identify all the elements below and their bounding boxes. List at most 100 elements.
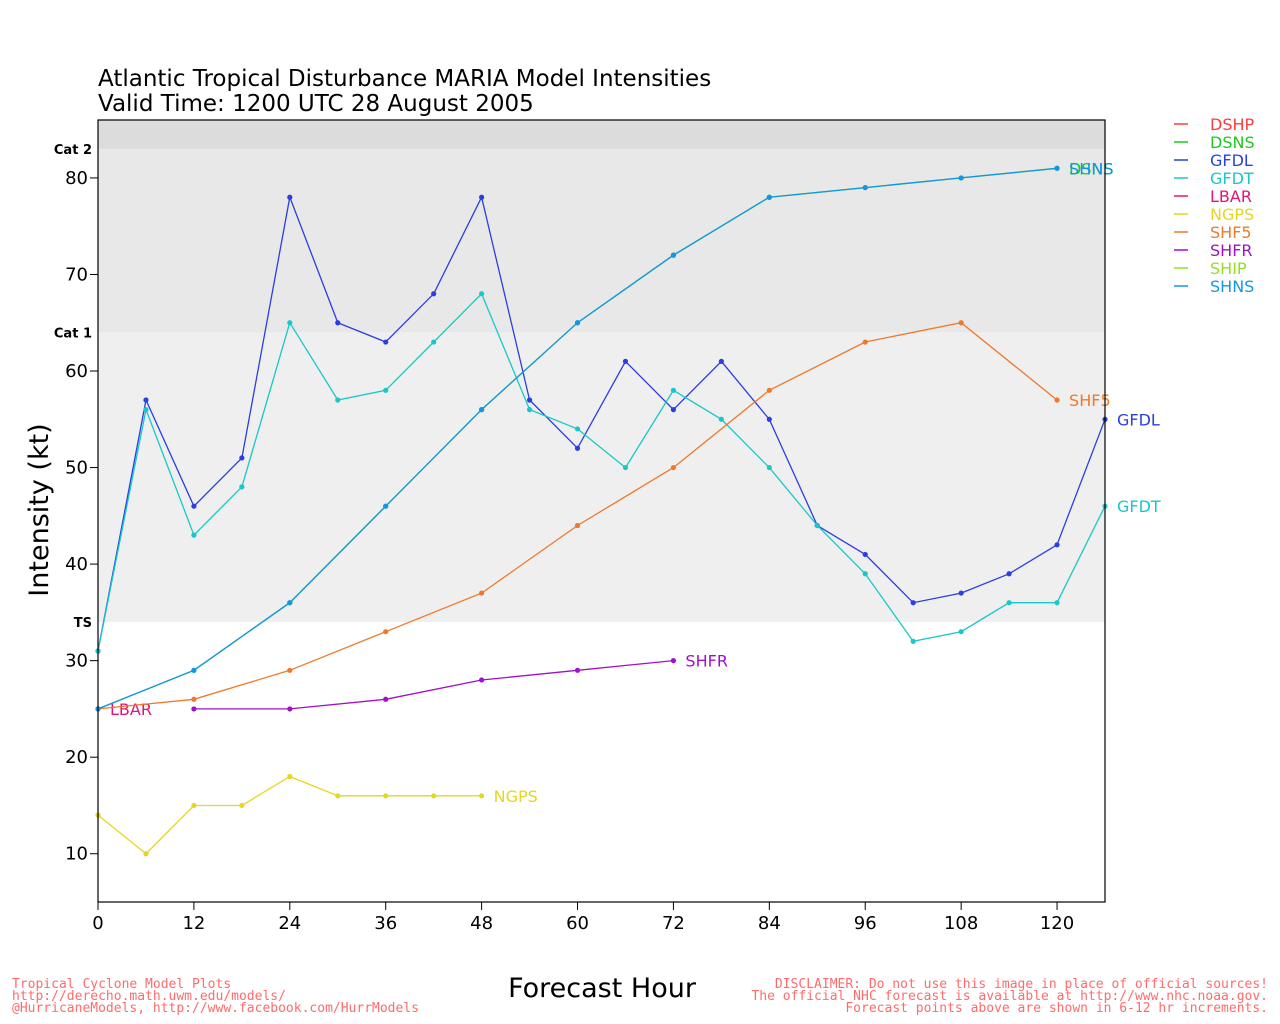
footer-right: DISCLAIMER: Do not use this image in pla… xyxy=(751,977,1268,1016)
x-tick-label: 48 xyxy=(470,913,493,934)
footer-left-line-2: http://derecho.math.uwm.edu/models/ xyxy=(12,989,286,1004)
data-point-gfdl xyxy=(766,416,772,422)
band-label-cat-2: Cat 2 xyxy=(54,143,92,158)
x-tick-label: 72 xyxy=(662,913,685,934)
data-point-ngps xyxy=(431,793,437,799)
data-point-gfdl xyxy=(287,194,293,200)
x-tick-label: 36 xyxy=(374,913,397,934)
chart-title: Atlantic Tropical Disturbance MARIA Mode… xyxy=(98,66,711,92)
legend-label-ship: SHIP xyxy=(1210,259,1247,278)
data-point-gfdt xyxy=(910,638,916,644)
end-label-shfr: SHFR xyxy=(685,652,728,671)
series-line-gfdt xyxy=(97,292,1106,652)
data-point-shf5 xyxy=(287,667,293,673)
data-point-shns xyxy=(574,320,581,326)
data-point-gfdt xyxy=(287,320,293,326)
data-point-shfr xyxy=(383,696,389,702)
band-cat-1 xyxy=(98,148,1105,333)
data-point-gfdl xyxy=(1006,571,1012,577)
end-label-gfdt: GFDT xyxy=(1117,497,1161,516)
y-tick-label: 40 xyxy=(65,554,88,575)
data-point-shf5 xyxy=(479,590,485,596)
legend-label-dshp: DSHP xyxy=(1210,115,1255,134)
y-tick-label: 80 xyxy=(65,168,88,189)
series-lbar: LBAR xyxy=(95,700,152,719)
data-point-shf5 xyxy=(766,387,772,393)
series-layer: DSNS GFDL GFDT LBAR NGPS SHF5 SHFR SHNS xyxy=(95,159,1161,857)
data-point-gfdl xyxy=(958,590,964,596)
data-point-shf5 xyxy=(958,320,964,326)
data-point-shns xyxy=(479,407,485,413)
band-label-ts: TS xyxy=(74,616,92,631)
data-point-gfdt xyxy=(335,397,341,403)
x-tick-label: 0 xyxy=(92,913,103,934)
data-point-ngps xyxy=(287,773,293,780)
data-point-gfdl xyxy=(574,445,581,451)
data-point-shns xyxy=(670,252,677,258)
x-tick-label: 108 xyxy=(944,913,978,934)
end-label-dsns: DSNS xyxy=(1069,159,1114,178)
data-point-gfdl xyxy=(862,551,868,558)
x-tick-label: 120 xyxy=(1040,913,1074,934)
end-label-lbar: LBAR xyxy=(110,700,152,719)
chart-subtitle: Valid Time: 1200 UTC 28 August 2005 xyxy=(98,91,534,117)
data-point-gfdt xyxy=(1054,600,1060,606)
end-label-ngps: NGPS xyxy=(494,787,538,806)
y-tick-label: 20 xyxy=(65,747,88,768)
data-point-shns xyxy=(766,194,772,200)
series-gfdl: GFDL xyxy=(95,194,1160,654)
data-point-shf5 xyxy=(191,696,197,702)
data-point-gfdl xyxy=(335,320,341,326)
data-point-gfdl xyxy=(526,397,533,403)
data-point-ngps xyxy=(191,802,197,809)
data-point-gfdt xyxy=(862,571,868,577)
data-point-shfr xyxy=(191,706,197,712)
axis-ticks: 0 12 24 36 48 60 72 84 96 108 120 10 20 30 40 50 60 70 80 xyxy=(65,168,1074,934)
data-point-gfdl xyxy=(718,358,724,364)
data-point-shns xyxy=(191,667,197,673)
series-shf5: SHF5 xyxy=(95,320,1111,712)
data-point-shns xyxy=(862,184,868,191)
data-point-ngps xyxy=(383,793,389,799)
band-label-cat-1: Cat 1 xyxy=(54,326,92,341)
x-tick-label: 84 xyxy=(758,913,781,934)
footer-right-line-2: The official NHC forecast is available a… xyxy=(751,989,1268,1004)
data-point-shfr xyxy=(479,677,485,683)
data-point-gfdt xyxy=(718,416,724,422)
data-point-shf5 xyxy=(383,629,389,635)
y-tick-label: 50 xyxy=(65,458,88,479)
data-point-shfr xyxy=(574,667,581,673)
data-point-shf5 xyxy=(862,339,868,345)
footer-left-line-1: Tropical Cyclone Model Plots xyxy=(12,977,231,992)
series-gfdt: GFDT xyxy=(95,291,1161,654)
data-point-gfdl xyxy=(383,339,389,345)
data-point-gfdt xyxy=(766,464,772,471)
legend-label-ngps: NGPS xyxy=(1210,205,1254,224)
data-point-gfdl xyxy=(622,358,629,364)
data-point-gfdl xyxy=(910,600,916,606)
data-point-gfdt xyxy=(431,339,437,345)
data-point-ngps xyxy=(479,793,485,799)
data-point-gfdt xyxy=(622,464,629,471)
data-point-ngps xyxy=(239,802,245,809)
data-point-shns xyxy=(287,600,293,606)
end-label-shf5: SHF5 xyxy=(1069,391,1111,410)
data-point-gfdl xyxy=(670,407,677,413)
legend-label-shfr: SHFR xyxy=(1210,241,1253,260)
legend-label-shns: SHNS xyxy=(1210,277,1254,296)
data-point-gfdl xyxy=(479,194,485,200)
legend-label-shf5: SHF5 xyxy=(1210,223,1252,242)
data-point-ngps xyxy=(143,851,149,857)
band-cat-2 xyxy=(98,120,1105,149)
series-shfr: SHFR xyxy=(191,652,728,712)
data-point-ngps xyxy=(335,793,341,799)
series-line-ngps xyxy=(97,775,482,855)
legend-label-gfdl: GFDL xyxy=(1210,151,1253,170)
series-ngps: NGPS xyxy=(95,773,538,857)
y-tick-label: 10 xyxy=(65,844,88,865)
x-tick-label: 96 xyxy=(854,913,877,934)
data-point-shfr xyxy=(670,658,677,664)
end-label-gfdl: GFDL xyxy=(1117,410,1160,429)
